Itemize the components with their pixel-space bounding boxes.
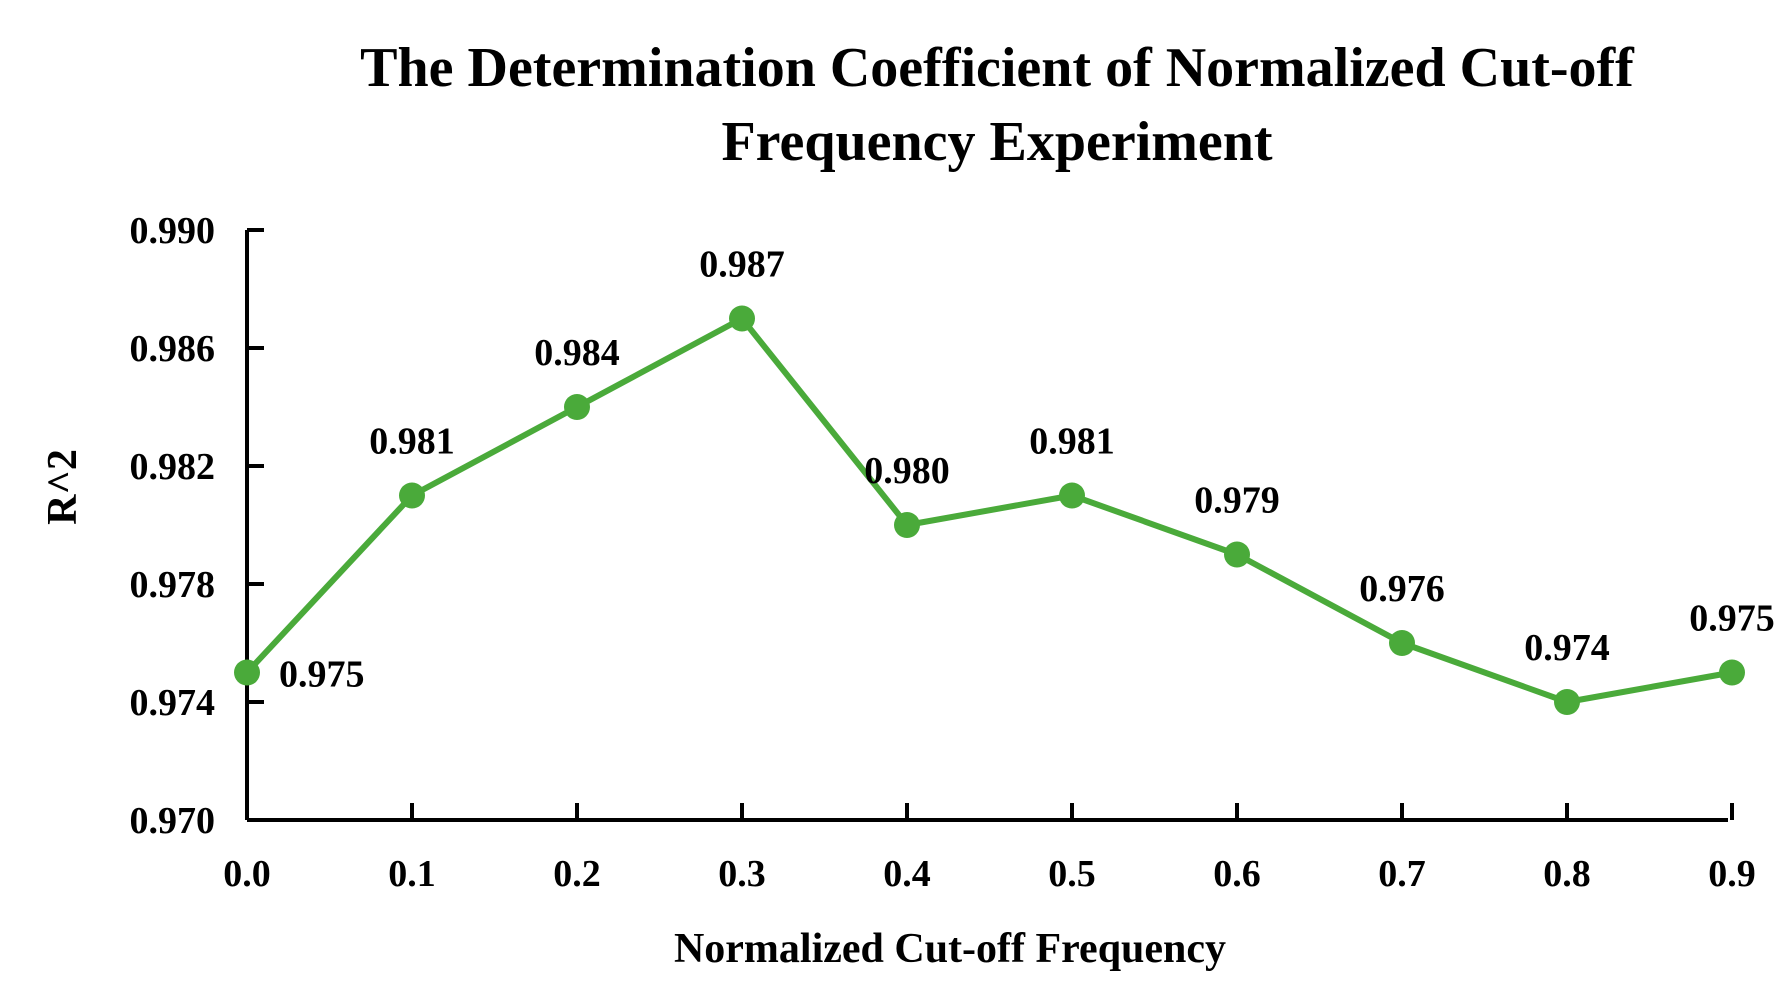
series-line-r2 <box>244 315 1733 705</box>
chart-title-line-1: The Determination Coefficient of Normali… <box>360 37 1635 99</box>
data-point <box>564 394 590 420</box>
data-point <box>399 482 425 509</box>
data-label: 0.975 <box>279 654 365 696</box>
data-label: 0.987 <box>699 244 785 286</box>
data-label: 0.974 <box>1524 627 1610 669</box>
data-point <box>729 305 755 332</box>
data-label: 0.975 <box>1689 598 1775 640</box>
y-tick-label: 0.982 <box>130 446 216 488</box>
data-label: 0.979 <box>1194 480 1280 522</box>
y-tick-label: 0.970 <box>130 800 216 842</box>
x-tick-label: 0.2 <box>553 853 601 895</box>
y-axis-label: R^2 <box>40 449 86 525</box>
y-tick-label: 0.978 <box>130 564 216 606</box>
x-tick-label: 0.6 <box>1213 853 1261 895</box>
data-label: 0.981 <box>369 421 455 463</box>
data-point <box>1224 541 1250 568</box>
data-label: 0.980 <box>864 450 950 492</box>
x-tick-label: 0.7 <box>1378 853 1426 895</box>
series-markers <box>234 305 1745 715</box>
x-tick-label: 0.0 <box>223 853 271 895</box>
data-label: 0.984 <box>534 332 620 374</box>
chart-title-line-2: Frequency Experiment <box>721 111 1272 173</box>
x-axis-label: Normalized Cut-off Frequency <box>674 926 1226 972</box>
data-label: 0.981 <box>1029 421 1115 463</box>
y-tick-label: 0.986 <box>130 328 216 370</box>
data-labels: 0.975 0.981 0.984 0.987 0.980 0.981 0.979 0.976… <box>279 244 1775 696</box>
data-point <box>894 512 920 538</box>
x-tick-label: 0.4 <box>883 853 931 895</box>
data-point <box>1719 659 1745 686</box>
x-tick-label: 0.5 <box>1048 853 1096 895</box>
x-tick-label: 0.8 <box>1543 853 1591 895</box>
x-tick-label: 0.9 <box>1708 853 1756 895</box>
y-tick-label: 0.974 <box>130 682 216 724</box>
data-point <box>1554 689 1580 715</box>
y-ticks: 0.970 0.974 0.978 0.982 0.986 0.990 <box>130 210 264 842</box>
y-tick-label: 0.990 <box>130 210 216 252</box>
x-tick-label: 0.1 <box>388 853 436 895</box>
data-label: 0.976 <box>1359 568 1445 610</box>
x-tick-label: 0.3 <box>718 853 766 895</box>
data-point <box>234 659 260 686</box>
data-point <box>1059 482 1085 509</box>
x-ticks: 0.0 0.1 0.2 0.3 0.4 0.5 0.6 0.7 0.8 0.9 <box>223 803 1756 895</box>
data-point <box>1389 630 1415 656</box>
